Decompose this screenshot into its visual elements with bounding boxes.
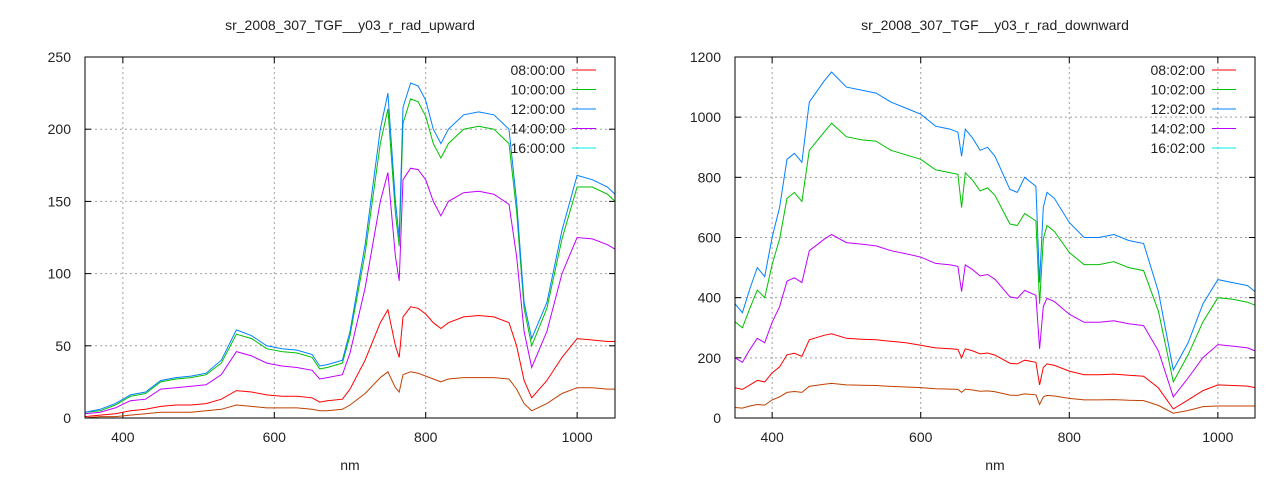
series-line-140000 — [84, 167, 616, 415]
y-tick-label: 50 — [55, 338, 71, 354]
legend-label: 16:02:00 — [1151, 140, 1206, 156]
legend-label: 12:00:00 — [511, 101, 566, 117]
x-tick-label: 1000 — [1202, 429, 1233, 445]
y-tick-label: 100 — [48, 266, 72, 282]
series-line-120000 — [84, 82, 616, 413]
legend-label: 16:00:00 — [511, 140, 566, 156]
x-tick-label: 800 — [414, 429, 438, 445]
x-tick-label: 400 — [111, 429, 135, 445]
x-tick-label: 400 — [760, 429, 784, 445]
y-tick-label: 1000 — [690, 109, 721, 125]
x-tick-label: 600 — [909, 429, 933, 445]
chart-title: sr_2008_307_TGF__y03_r_rad_upward — [225, 17, 475, 33]
y-tick-label: 1200 — [690, 49, 721, 65]
x-axis-label: nm — [985, 457, 1004, 473]
x-tick-label: 600 — [263, 429, 287, 445]
x-axis-label: nm — [340, 457, 359, 473]
series-line-160200 — [734, 382, 1255, 414]
legend-label: 10:00:00 — [511, 82, 566, 98]
series-line-120200 — [734, 71, 1256, 372]
x-tick-label: 800 — [1058, 429, 1082, 445]
y-tick-label: 0 — [63, 410, 71, 426]
legend-label: 08:00:00 — [511, 62, 566, 78]
legend-label: 14:02:00 — [1151, 121, 1206, 137]
chart-downward: sr_2008_307_TGF__y03_r_rad_downward nm 4… — [690, 17, 1256, 473]
y-tick-label: 200 — [698, 350, 722, 366]
series-line-080200 — [734, 333, 1256, 410]
legend-label: 08:02:00 — [1151, 62, 1206, 78]
chart-title: sr_2008_307_TGF__y03_r_rad_downward — [861, 17, 1129, 33]
series-line-160000 — [84, 371, 615, 419]
y-tick-label: 800 — [698, 169, 722, 185]
y-tick-label: 200 — [48, 121, 72, 137]
y-tick-label: 0 — [713, 410, 721, 426]
plot-frame — [734, 56, 1256, 419]
y-tick-label: 400 — [698, 290, 722, 306]
y-tick-label: 250 — [48, 49, 72, 65]
y-tick-label: 150 — [48, 193, 72, 209]
plot-frame — [84, 56, 616, 419]
legend-label: 10:02:00 — [1151, 82, 1206, 98]
chart-upward: sr_2008_307_TGF__y03_r_rad_upward nm 400… — [48, 17, 616, 473]
legend-label: 14:00:00 — [511, 121, 566, 137]
series-line-100200 — [734, 122, 1256, 384]
series-line-080000 — [84, 306, 615, 418]
x-tick-label: 1000 — [562, 429, 593, 445]
series-line-140200 — [734, 233, 1256, 398]
series-line-100000 — [84, 98, 616, 413]
y-tick-label: 600 — [698, 230, 722, 246]
legend-label: 12:02:00 — [1151, 101, 1206, 117]
